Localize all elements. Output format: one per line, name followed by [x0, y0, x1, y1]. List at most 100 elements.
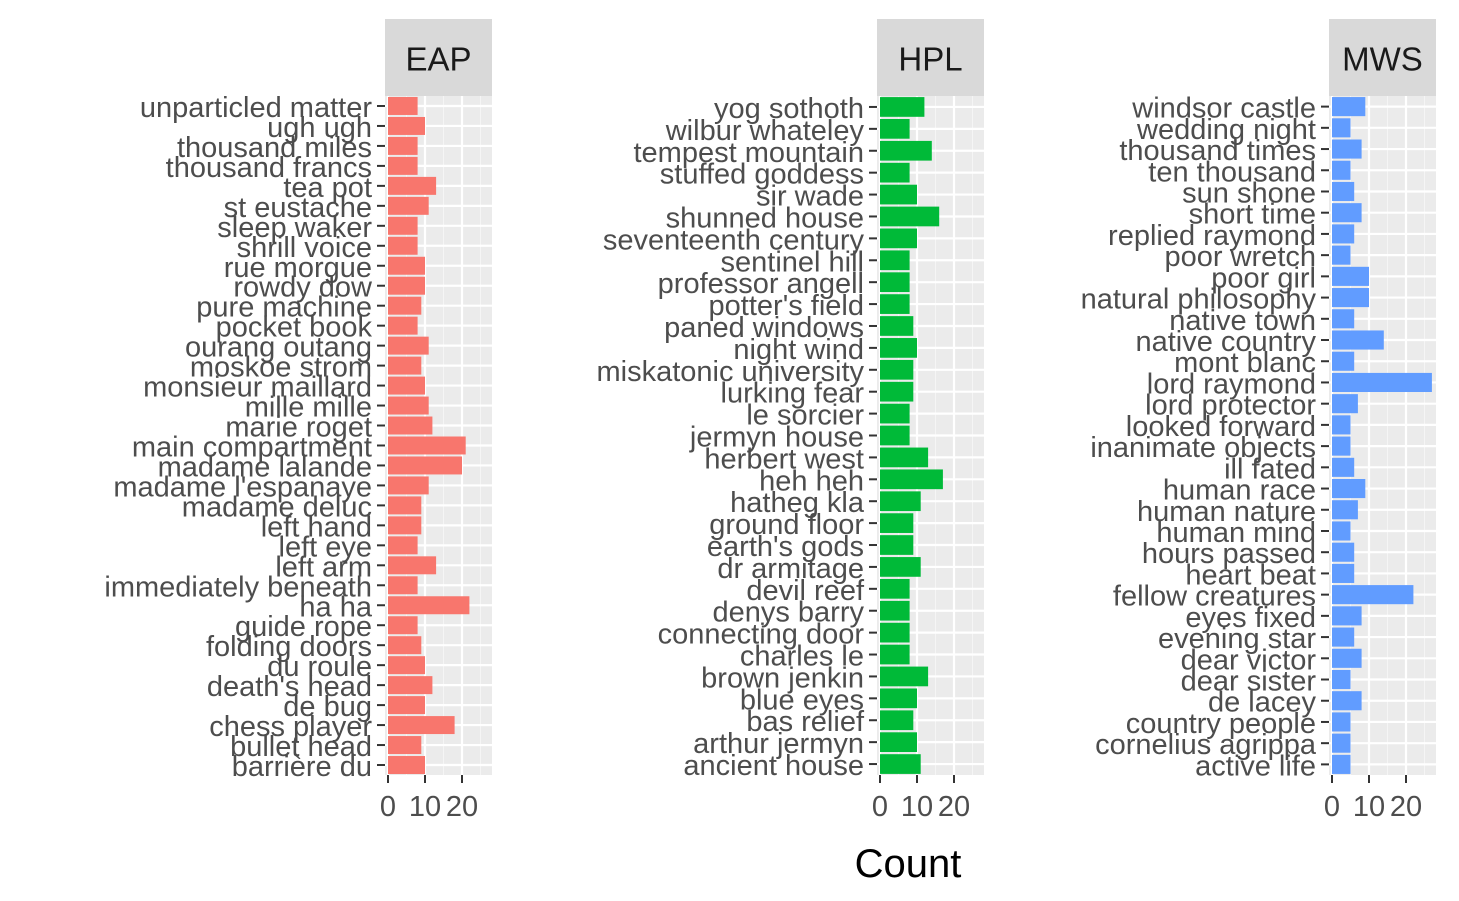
- category-label: moskoe strom: [190, 352, 372, 384]
- category-label: thousand miles: [177, 132, 372, 164]
- x-axis-title: Count: [855, 842, 962, 886]
- bar: [880, 294, 910, 314]
- bar: [388, 596, 470, 615]
- x-tick-label: 20: [446, 791, 478, 823]
- category-label: chess player: [209, 711, 372, 743]
- bar: [1332, 203, 1362, 223]
- bar: [880, 710, 914, 731]
- x-tick-label: 20: [1390, 791, 1422, 823]
- bar: [880, 666, 929, 687]
- facet-label: MWS: [1342, 41, 1423, 78]
- bar: [1332, 309, 1355, 329]
- bar: [1332, 648, 1362, 668]
- bar: [1332, 669, 1351, 690]
- category-label: native country: [1135, 326, 1316, 358]
- category-label: windsor castle: [1131, 93, 1316, 125]
- facet-strip: [1329, 19, 1436, 96]
- category-label: madame l'espanaye: [113, 471, 372, 503]
- bar: [388, 256, 425, 275]
- category-label: mille mille: [245, 392, 372, 424]
- bar: [388, 556, 437, 575]
- bar: [388, 656, 425, 675]
- bar: [1332, 351, 1355, 371]
- category-label: de bug: [283, 691, 372, 723]
- category-label: main compartment: [132, 431, 372, 463]
- category-label: pocket book: [216, 312, 373, 344]
- bar: [388, 376, 425, 395]
- bar: [880, 644, 910, 665]
- bar: [880, 250, 910, 271]
- bar: [1332, 542, 1355, 562]
- category-label: short time: [1189, 199, 1316, 231]
- facet-strip: [877, 19, 984, 96]
- category-label: sentinel hill: [721, 246, 864, 278]
- category-label: barrière du: [232, 751, 372, 783]
- bar: [1332, 478, 1366, 499]
- category-label: immediately beneath: [104, 571, 372, 603]
- bar: [880, 491, 921, 512]
- bar: [1332, 372, 1432, 393]
- facet-strip: [385, 19, 492, 96]
- category-label: human mind: [1156, 517, 1316, 549]
- bar: [880, 600, 910, 621]
- category-label: ancient house: [683, 750, 864, 782]
- category-label: natural philosophy: [1081, 284, 1317, 316]
- category-label: shrill voice: [237, 232, 372, 264]
- category-label: brown jenkin: [701, 662, 864, 694]
- category-label: dr armitage: [717, 553, 864, 585]
- category-label: night wind: [733, 334, 864, 366]
- category-label: dear sister: [1181, 666, 1317, 698]
- category-label: eyes fixed: [1185, 602, 1316, 634]
- category-label: cornelius agrippa: [1095, 729, 1317, 761]
- bar: [1332, 627, 1355, 647]
- category-label: tea pot: [283, 172, 372, 204]
- bar: [880, 469, 943, 490]
- bar: [388, 216, 418, 235]
- category-label: earth's gods: [707, 531, 864, 563]
- category-label: lurking fear: [721, 378, 865, 410]
- bar: [1332, 712, 1351, 732]
- bar: [388, 296, 422, 315]
- bar: [388, 676, 433, 695]
- bar: [1332, 754, 1351, 774]
- bar: [1332, 563, 1355, 583]
- category-label: left arm: [275, 551, 372, 583]
- x-tick-label: 10: [1353, 791, 1385, 823]
- bar: [388, 176, 437, 195]
- bar: [880, 447, 929, 468]
- category-label: de lacey: [1208, 687, 1317, 719]
- bar: [880, 359, 914, 380]
- category-label: thousand times: [1119, 135, 1316, 167]
- bar: [880, 97, 925, 117]
- category-label: heart beat: [1185, 559, 1316, 591]
- category-label: guide rope: [235, 611, 372, 643]
- category-label: replied raymond: [1108, 220, 1316, 252]
- bar: [388, 436, 466, 455]
- bar: [1332, 606, 1362, 626]
- bar: [880, 338, 917, 358]
- category-label: wedding night: [1136, 114, 1316, 146]
- category-label: pure machine: [196, 292, 372, 324]
- category-label: folding doors: [206, 631, 372, 663]
- bar: [1332, 181, 1355, 202]
- bar: [880, 206, 940, 227]
- category-label: thousand francs: [166, 152, 372, 184]
- bar: [388, 316, 418, 335]
- bar: [1332, 224, 1355, 244]
- x-tick-label: 20: [938, 791, 970, 823]
- bar: [1332, 245, 1351, 265]
- category-label: st eustache: [224, 192, 372, 224]
- category-label: death's head: [207, 671, 372, 703]
- category-label: jermyn house: [689, 422, 864, 454]
- category-label: inanimate objects: [1090, 432, 1316, 464]
- bar: [1332, 394, 1358, 414]
- bar: [388, 156, 418, 175]
- bar: [388, 476, 429, 495]
- category-label: monsieur maillard: [143, 372, 372, 404]
- category-label: active life: [1195, 750, 1316, 782]
- facet-label: EAP: [405, 41, 471, 78]
- bar: [880, 557, 921, 577]
- bar: [1332, 330, 1384, 350]
